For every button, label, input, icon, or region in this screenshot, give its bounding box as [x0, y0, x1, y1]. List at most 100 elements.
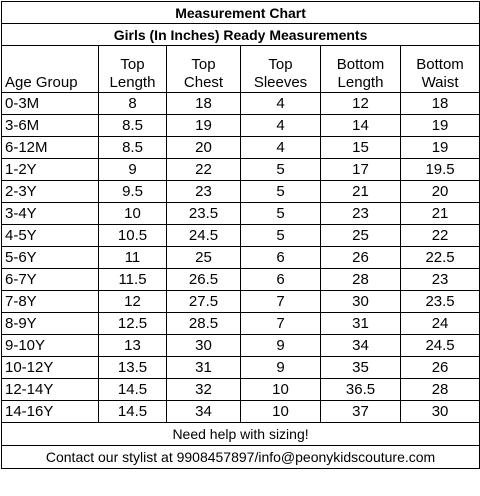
measurement: 8.5 [98, 114, 167, 137]
measurement: 25 [320, 224, 401, 247]
measurement: 20 [399, 180, 480, 203]
measurement: 9 [240, 334, 321, 357]
measurement: 23.5 [166, 202, 241, 225]
footer-help: Need help with sizing! [0, 422, 480, 446]
footer-contact: Contact our stylist at 9908457897/info@p… [0, 445, 480, 469]
age-group: 2-3Y [1, 180, 99, 203]
age-group: 4-5Y [1, 224, 99, 247]
measurement: 27.5 [166, 290, 241, 313]
measurement: 24 [399, 312, 480, 335]
data-row: 12-14Y 14.5 32 10 36.5 28 [1, 378, 480, 401]
measurement: 22 [166, 158, 241, 181]
age-group: 5-6Y [1, 246, 99, 269]
column-header: Bottom Length [320, 45, 401, 93]
measurement: 14.5 [98, 400, 167, 423]
column-header: Age Group [1, 45, 99, 93]
measurement: 28 [320, 268, 401, 291]
measurement: 12.5 [98, 312, 167, 335]
column-header: Top Length [98, 45, 167, 93]
measurement: 18 [166, 92, 241, 115]
column-header: Bottom Waist [399, 45, 480, 93]
measurement: 9.5 [98, 180, 167, 203]
age-group: 3-6M [1, 114, 99, 137]
data-row: 4-5Y 10.5 24.5 5 25 22 [1, 224, 480, 247]
measurement: 9 [98, 158, 167, 181]
measurement: 19 [166, 114, 241, 137]
header-line: Bottom [336, 56, 385, 73]
data-row: 3-4Y 10 23.5 5 23 21 [1, 202, 480, 225]
age-group: 10-12Y [1, 356, 99, 379]
data-row: 5-6Y 11 25 6 26 22.5 [1, 246, 480, 269]
measurement: 8 [98, 92, 167, 115]
measurement: 4 [240, 114, 321, 137]
age-group: 0-3M [1, 92, 99, 115]
header-line: Length [337, 74, 384, 91]
measurement: 23 [166, 180, 241, 203]
measurement: 10 [98, 202, 167, 225]
measurement: 34 [166, 400, 241, 423]
measurement: 7 [240, 312, 321, 335]
data-row: 0-3M 8 18 4 12 18 [1, 92, 480, 115]
data-row: 6-12M 8.5 20 4 15 19 [1, 136, 480, 159]
measurement: 14.5 [98, 378, 167, 401]
measurement: 10 [240, 378, 321, 401]
measurement: 5 [240, 202, 321, 225]
data-row: 8-9Y 12.5 28.5 7 31 24 [1, 312, 480, 335]
measurement: 25 [166, 246, 241, 269]
measurement: 12 [98, 290, 167, 313]
measurement: 31 [320, 312, 401, 335]
measurement: 19 [399, 114, 480, 137]
measurement: 30 [399, 400, 480, 423]
footer-row: Contact our stylist at 9908457897/info@p… [0, 445, 480, 469]
measurement: 19.5 [399, 158, 480, 181]
title: Measurement Chart [0, 1, 480, 24]
age-group: 3-4Y [1, 202, 99, 225]
age-group: 6-12M [1, 136, 99, 159]
data-row: 3-6M 8.5 19 4 14 19 [1, 114, 480, 137]
header-line: Top [268, 56, 293, 73]
measurement: 20 [166, 136, 241, 159]
header-line: Sleeves [253, 74, 308, 91]
measurement: 13.5 [98, 356, 167, 379]
measurement: 31 [166, 356, 241, 379]
age-group: 12-14Y [1, 378, 99, 401]
header-line: Chest [183, 74, 224, 91]
measurement-table: Measurement Chart Girls (In Inches) Read… [0, 1, 480, 469]
measurement: 4 [240, 92, 321, 115]
data-row: 1-2Y 9 22 5 17 19.5 [1, 158, 480, 181]
measurement: 17 [320, 158, 401, 181]
age-group: 9-10Y [1, 334, 99, 357]
measurement: 13 [98, 334, 167, 357]
measurement: 36.5 [320, 378, 401, 401]
measurement: 8.5 [98, 136, 167, 159]
measurement: 30 [320, 290, 401, 313]
measurement: 9 [240, 356, 321, 379]
measurement: 23 [320, 202, 401, 225]
measurement: 19 [399, 136, 480, 159]
measurement: 37 [320, 400, 401, 423]
column-header: Top Sleeves [240, 45, 321, 93]
data-row: 7-8Y 12 27.5 7 30 23.5 [1, 290, 480, 313]
measurement: 14 [320, 114, 401, 137]
measurement: 21 [320, 180, 401, 203]
measurement: 6 [240, 246, 321, 269]
data-row: 2-3Y 9.5 23 5 21 20 [1, 180, 480, 203]
age-group: 7-8Y [1, 290, 99, 313]
measurement: 23.5 [399, 290, 480, 313]
measurement: 5 [240, 180, 321, 203]
measurement: 30 [166, 334, 241, 357]
measurement: 10 [240, 400, 321, 423]
measurement: 5 [240, 224, 321, 247]
measurement: 11.5 [98, 268, 167, 291]
data-row: 10-12Y 13.5 31 9 35 26 [1, 356, 480, 379]
data-row: 14-16Y 14.5 34 10 37 30 [1, 400, 480, 423]
measurement: 21 [399, 202, 480, 225]
measurement: 7 [240, 290, 321, 313]
header-line: Length [109, 74, 156, 91]
measurement: 22.5 [399, 246, 480, 269]
measurement: 18 [399, 92, 480, 115]
measurement: 26 [320, 246, 401, 269]
measurement: 24.5 [166, 224, 241, 247]
header-line: Bottom [416, 56, 464, 73]
data-row: 9-10Y 13 30 9 34 24.5 [1, 334, 480, 357]
